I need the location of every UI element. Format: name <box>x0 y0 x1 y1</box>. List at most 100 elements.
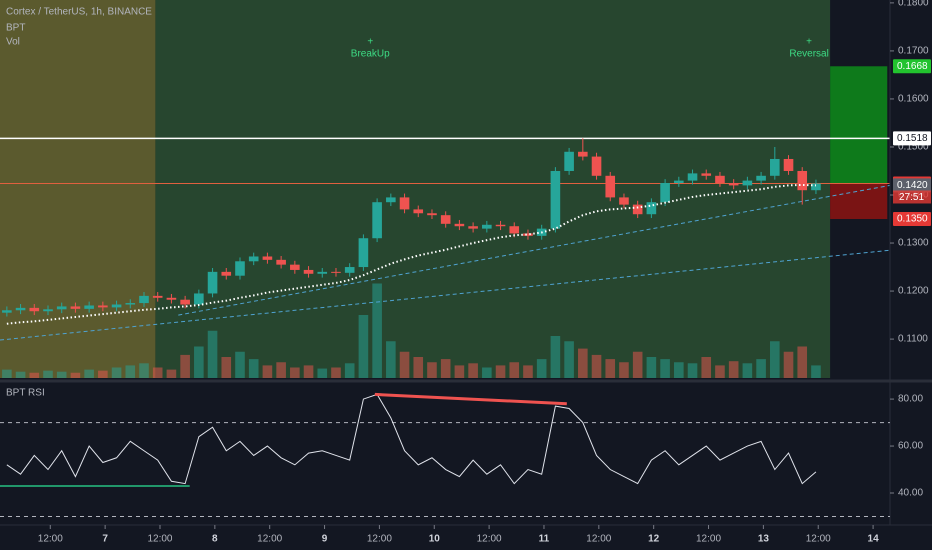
candle-body <box>742 180 753 186</box>
legend-item: Vol <box>6 37 20 48</box>
volume-bar <box>372 283 382 378</box>
y-tick-label: 0.1100 <box>898 334 928 345</box>
volume-bar <box>536 359 547 378</box>
price-tag-label: 0.1518 <box>897 133 928 144</box>
volume-bar <box>262 365 273 378</box>
x-tick-label: 10 <box>429 534 441 545</box>
candle-body <box>715 175 725 183</box>
volume-bar <box>152 367 163 378</box>
price-tag-label: 0.1668 <box>897 61 928 72</box>
candle-body <box>166 297 177 300</box>
candle-body <box>687 173 698 181</box>
volume-bar <box>276 362 286 378</box>
price-tag <box>893 178 931 193</box>
volume-bar <box>509 362 520 378</box>
candle-body <box>468 226 478 229</box>
candle-body <box>276 259 286 265</box>
x-tick-label: 12:00 <box>147 534 172 545</box>
volume-bar <box>70 372 81 378</box>
candle-body <box>427 213 437 216</box>
candle-body <box>564 151 574 171</box>
x-tick-label: 12 <box>648 534 660 545</box>
volume-bar <box>687 363 698 378</box>
volume-bar <box>523 365 533 378</box>
target-profit <box>830 66 888 184</box>
rsi-tick-label: 80.00 <box>898 394 923 405</box>
volume-bar <box>770 341 780 378</box>
volume-bar <box>317 368 328 378</box>
candle-body <box>317 271 328 274</box>
candle-body <box>578 151 588 157</box>
x-tick-label: 12:00 <box>696 534 721 545</box>
annotation: Reversal <box>789 49 828 60</box>
rsi-tick-label: 40.00 <box>898 488 923 499</box>
candle-body <box>770 158 780 176</box>
volume-bar <box>221 357 232 378</box>
volume-bar <box>358 315 369 378</box>
candle-body <box>372 202 382 239</box>
zone <box>155 0 831 378</box>
volume-bar <box>84 369 94 378</box>
x-tick-label: 12:00 <box>367 534 392 545</box>
x-tick-label: 12:00 <box>257 534 282 545</box>
candle-body <box>2 310 12 313</box>
x-tick-label: 14 <box>868 534 880 545</box>
legend-item: BPT <box>6 23 25 34</box>
price-tag-label: 0.1420 <box>897 180 928 191</box>
countdown-tag <box>893 190 931 204</box>
volume-bar <box>701 357 712 378</box>
volume-bar <box>756 359 766 378</box>
rsi-line <box>6 393 817 485</box>
volume-bar <box>550 336 561 378</box>
candle-body <box>605 175 616 198</box>
moving-average <box>6 183 816 325</box>
volume-bar <box>303 365 314 378</box>
annotation: BreakUp <box>351 49 390 60</box>
rsi-title: BPT RSI <box>6 388 45 399</box>
volume-bar <box>2 369 12 378</box>
candle-body <box>660 182 670 203</box>
candle-body <box>235 261 245 276</box>
volume-bar <box>578 348 588 378</box>
x-tick-label: 12:00 <box>477 534 502 545</box>
volume-bar <box>468 363 478 378</box>
y-tick-label: 0.1600 <box>898 94 929 105</box>
volume-bar <box>56 371 67 378</box>
volume-bar <box>605 359 616 378</box>
volume-bar <box>674 362 684 378</box>
candle-body <box>797 170 808 191</box>
volume-bar <box>660 359 670 378</box>
rsi-tick-label: 60.00 <box>898 441 923 452</box>
candle-body <box>413 209 424 214</box>
volume-bar <box>344 363 355 378</box>
price-tag <box>893 131 931 146</box>
candle-body <box>591 156 602 176</box>
candle-body <box>701 173 712 176</box>
y-tick-label: 0.1500 <box>898 142 929 153</box>
y-tick-label: 0.1800 <box>898 0 929 9</box>
trend-line <box>178 184 891 316</box>
candle-body <box>207 271 218 294</box>
y-tick-label: 0.1200 <box>898 286 929 297</box>
price-tag-label: 0.1350 <box>897 214 928 225</box>
volume-bar <box>43 370 53 378</box>
candle-body <box>550 170 561 229</box>
volume-bar <box>111 367 122 378</box>
candle-body <box>111 304 122 308</box>
volume-bar <box>331 367 341 378</box>
candle-body <box>674 180 684 183</box>
volume-bar <box>440 359 451 378</box>
candle-body <box>756 175 766 181</box>
volume-bar <box>495 365 506 378</box>
countdown: 27:51 <box>899 192 924 203</box>
candle-body <box>139 295 149 304</box>
candle-body <box>331 271 341 273</box>
candle-body <box>728 182 739 186</box>
candle-body <box>440 215 451 224</box>
volume-bar <box>399 351 410 378</box>
x-tick-label: 12:00 <box>38 534 63 545</box>
candle-body <box>495 224 506 227</box>
volume-bar <box>619 362 629 378</box>
